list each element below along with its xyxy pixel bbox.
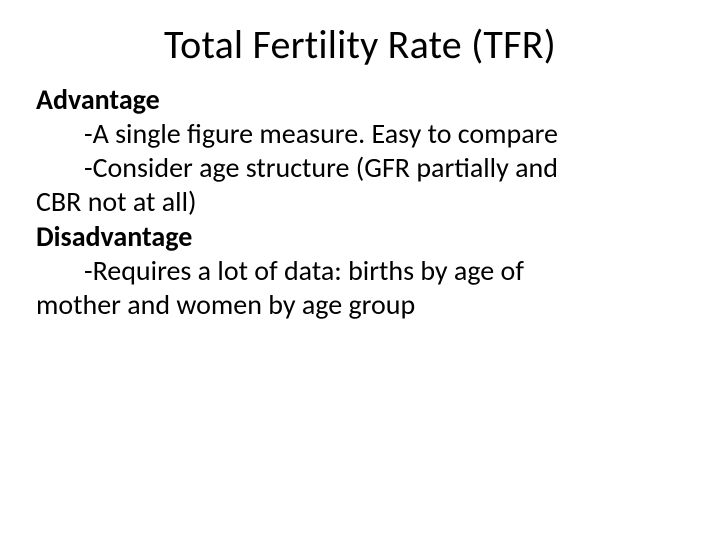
disadvantage-point-1-line1: -Requires a lot of data: births by age o… [36, 254, 684, 288]
disadvantage-point-1-line2: mother and women by age group [36, 287, 415, 322]
slide: Total Fertility Rate (TFR) Advantage -A … [0, 0, 720, 540]
advantage-point-2-line1: -Consider age structure (GFR partially a… [36, 151, 684, 185]
advantage-point-1: -A single figure measure. Easy to compar… [36, 117, 684, 151]
slide-title: Total Fertility Rate (TFR) [36, 20, 684, 69]
disadvantage-point-1: -Requires a lot of data: births by age o… [36, 254, 684, 322]
advantage-point-2-line2: CBR not at all) [36, 184, 197, 219]
slide-body: Advantage -A single figure measure. Easy… [36, 83, 684, 322]
advantage-heading: Advantage [36, 83, 684, 117]
disadvantage-heading: Disadvantage [36, 220, 684, 254]
advantage-point-2: -Consider age structure (GFR partially a… [36, 151, 684, 219]
